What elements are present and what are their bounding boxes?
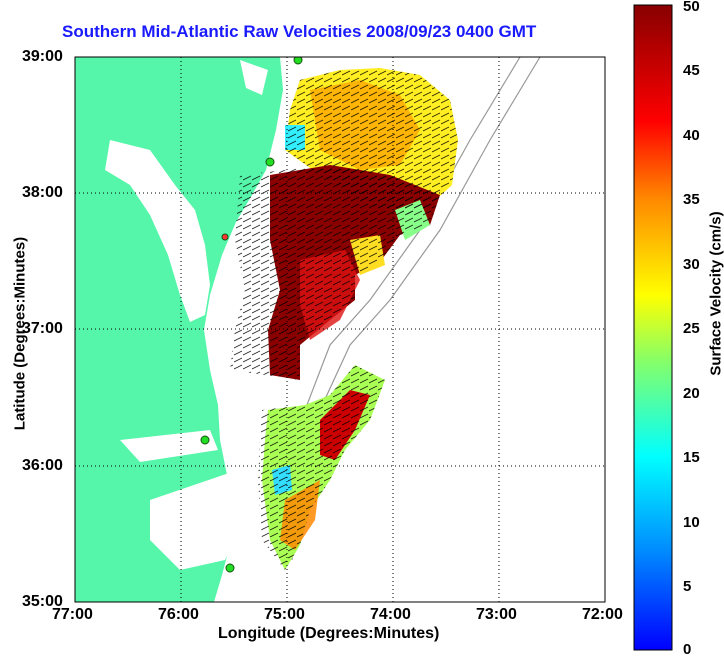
- colorbar-tick-20: 20: [683, 385, 700, 402]
- colorbar-tick-10: 10: [683, 514, 700, 531]
- colorbar-tick-5: 5: [683, 578, 692, 595]
- colorbar-tick-35: 35: [683, 191, 700, 208]
- y-axis-label: Latitude (Degrees:Minutes): [11, 236, 29, 431]
- x-tick-73: 73:00: [476, 606, 517, 623]
- y-tick-36: 36:00: [22, 457, 63, 474]
- y-tick-37: 37:00: [22, 320, 63, 337]
- colorbar-tick-50: 50: [683, 0, 700, 15]
- plot-border: [74, 56, 606, 603]
- y-tick-38: 38:00: [22, 184, 63, 201]
- grid-lines: [75, 57, 605, 602]
- chesapeake-bay: [105, 140, 210, 322]
- colorbar-tick-30: 30: [683, 256, 700, 273]
- y-tick-35: 35:00: [22, 593, 63, 610]
- chart-title: Southern Mid-Atlantic Raw Velocities 200…: [62, 22, 537, 41]
- colorbar: [633, 4, 673, 651]
- x-tick-72: 72:00: [582, 606, 623, 623]
- colorbar-tick-40: 40: [683, 127, 700, 144]
- hf-radar-stations: [200, 57, 303, 573]
- colorbar-tick-0: 0: [683, 641, 692, 658]
- x-tick-76: 76:00: [158, 606, 199, 623]
- x-axis-label: Longitude (Degrees:Minutes): [218, 625, 440, 642]
- delaware-bay: [240, 60, 268, 95]
- x-tick-74: 74:00: [370, 606, 411, 623]
- x-tick-77: 77:00: [52, 606, 93, 623]
- colorbar-tick-15: 15: [683, 449, 700, 466]
- colorbar-tick-25: 25: [683, 320, 700, 337]
- colorbar-tick-45: 45: [683, 62, 700, 79]
- x-tick-75: 75:00: [264, 606, 305, 623]
- y-tick-39: 39:00: [22, 48, 63, 65]
- pamlico-sound: [150, 472, 245, 570]
- albemarle-sound: [120, 430, 218, 462]
- velocity-field: [230, 68, 458, 570]
- colorbar-label: Surface Velocity (cm/s): [707, 211, 724, 376]
